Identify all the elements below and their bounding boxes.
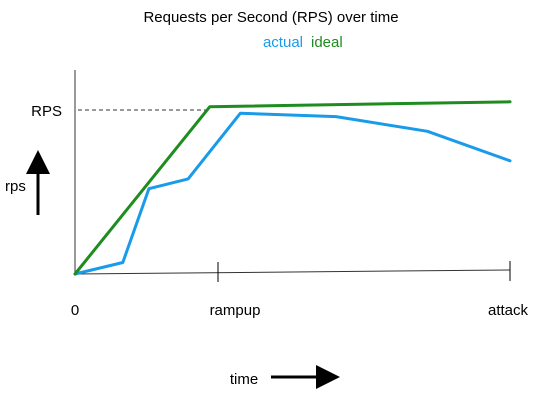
chart-title: Requests per Second (RPS) over time <box>143 9 398 26</box>
legend-ideal: ideal <box>311 34 343 51</box>
legend: actual ideal <box>263 34 343 51</box>
x-tick-label-0: 0 <box>71 302 79 319</box>
legend-actual: actual <box>263 34 303 51</box>
x-tick-label-rampup: rampup <box>210 302 261 319</box>
y-axis-label: rps <box>5 178 26 195</box>
x-axis-label: time <box>230 371 258 388</box>
x-axis-line <box>74 269 511 275</box>
series-layer <box>73 100 512 276</box>
x-tick-label-attack: attack <box>488 302 529 319</box>
series-line-actual <box>73 111 512 276</box>
y-tick-label-rps: RPS <box>31 103 62 120</box>
series-line-ideal <box>73 100 512 276</box>
